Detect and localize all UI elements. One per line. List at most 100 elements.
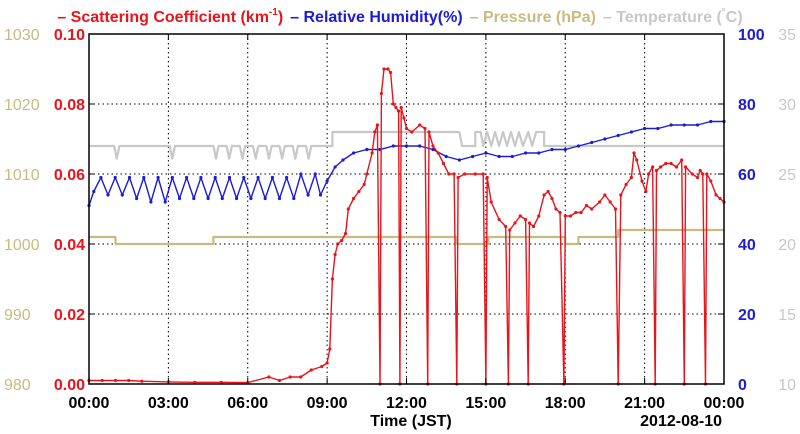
data-point-rh: [695, 123, 700, 127]
scattering-tick-label: 0.02: [54, 307, 85, 324]
data-point-scat: [658, 165, 663, 169]
data-point-scat: [330, 277, 334, 281]
data-point-scat: [574, 210, 578, 215]
x-tick-label: 18:00: [545, 395, 586, 412]
data-point-scat: [598, 200, 602, 204]
data-point-scat: [695, 175, 700, 180]
data-point-scat: [431, 144, 435, 148]
data-point-scat: [357, 189, 361, 194]
x-tick-label: 00:00: [69, 395, 110, 412]
legend-superscript: -1: [269, 7, 278, 18]
data-point-scat: [654, 168, 659, 173]
data-point-rh: [629, 130, 634, 134]
data-point-scat: [452, 172, 456, 176]
data-point-scat: [410, 130, 414, 134]
data-point-scat: [379, 91, 383, 96]
data-point-scat: [404, 126, 409, 131]
data-point-rh: [242, 175, 246, 180]
data-point-scat: [640, 179, 644, 183]
data-point-scat: [714, 193, 718, 197]
scattering-tick-label: 0.04: [54, 237, 85, 254]
data-point-rh: [656, 126, 660, 131]
data-point-rh: [256, 175, 260, 180]
data-point-scat: [542, 193, 546, 197]
legend-item-rh: – Relative Humidity(%): [290, 9, 462, 26]
data-point-scat: [546, 189, 550, 194]
data-point-scat: [386, 67, 390, 71]
data-point-scat: [394, 105, 398, 110]
data-point-rh: [249, 196, 253, 201]
data-point-scat: [427, 130, 431, 134]
data-point-rh: [484, 151, 488, 155]
data-point-rh: [682, 123, 686, 127]
data-point-rh: [235, 196, 239, 201]
data-point-scat: [370, 151, 374, 155]
data-point-scat: [391, 102, 395, 106]
data-point-scat: [399, 105, 403, 110]
scattering-tick-label: 0.08: [54, 97, 85, 114]
data-point-scat: [277, 378, 282, 383]
data-point-scat: [558, 210, 562, 215]
data-point-scat: [436, 151, 440, 155]
data-point-scat: [418, 123, 422, 127]
data-point-scat: [489, 200, 493, 204]
data-point-scat: [219, 380, 223, 384]
data-point-rh: [333, 165, 337, 169]
data-point-scat: [113, 378, 118, 383]
data-point-scat: [698, 168, 702, 173]
data-point-scat: [100, 378, 104, 383]
data-point-scat: [456, 175, 460, 180]
data-point-rh: [270, 175, 274, 180]
data-point-scat: [524, 217, 528, 222]
data-point-rh: [497, 154, 501, 159]
data-point-rh: [227, 175, 232, 180]
data-point-scat: [508, 228, 512, 232]
data-point-scat: [333, 252, 337, 257]
data-point-scat: [423, 126, 427, 131]
temperature-tick-label: 35: [778, 27, 796, 44]
x-tick-label: 00:00: [704, 395, 745, 412]
data-point-rh: [550, 147, 554, 152]
data-point-scat: [584, 203, 589, 208]
data-point-rh: [99, 175, 103, 180]
data-point-scat: [352, 196, 356, 201]
pressure-tick-label: 980: [4, 377, 31, 394]
series-pres: [89, 228, 724, 246]
humidity-tick-label: 100: [738, 27, 765, 44]
data-point-rh: [318, 193, 323, 197]
legend-item-tail: C): [726, 9, 743, 26]
humidity-tick-label: 60: [738, 167, 756, 184]
data-point-scat: [140, 379, 144, 383]
data-point-rh: [199, 175, 203, 180]
data-point-scat: [340, 238, 344, 243]
temperature-tick-label: 20: [778, 237, 796, 254]
temperature-tick-label: 15: [778, 307, 796, 324]
scattering-tick-label: 0.06: [54, 167, 85, 184]
temperature-tick-label: 25: [778, 167, 796, 184]
data-point-scat: [590, 207, 594, 211]
data-point-rh: [510, 154, 514, 159]
legend-item-temp: – Temperature (: [603, 9, 723, 26]
humidity-tick-label: 40: [738, 237, 756, 254]
data-point-rh: [643, 126, 647, 131]
data-point-scat: [651, 165, 655, 169]
data-point-rh: [299, 172, 303, 176]
data-point-scat: [389, 70, 393, 75]
series-temp: [89, 130, 724, 160]
data-point-scat: [504, 224, 508, 229]
series-rh: [87, 119, 726, 208]
x-tick-label: 21:00: [624, 395, 665, 412]
data-point-scat: [397, 109, 401, 113]
data-point-scat: [267, 375, 271, 379]
data-point-scat: [701, 172, 705, 176]
x-tick-label: 12:00: [386, 395, 427, 412]
legend-item-scat: – Scattering Coefficient (km: [57, 9, 269, 26]
data-point-scat: [624, 182, 628, 187]
series-line-temp: [89, 130, 724, 160]
legend-item-tail: ): [278, 9, 283, 26]
data-point-scat: [669, 161, 673, 166]
x-tick-label: 15:00: [465, 395, 506, 412]
data-point-scat: [193, 380, 197, 384]
data-point-rh: [156, 175, 160, 180]
data-point-scat: [328, 347, 332, 351]
